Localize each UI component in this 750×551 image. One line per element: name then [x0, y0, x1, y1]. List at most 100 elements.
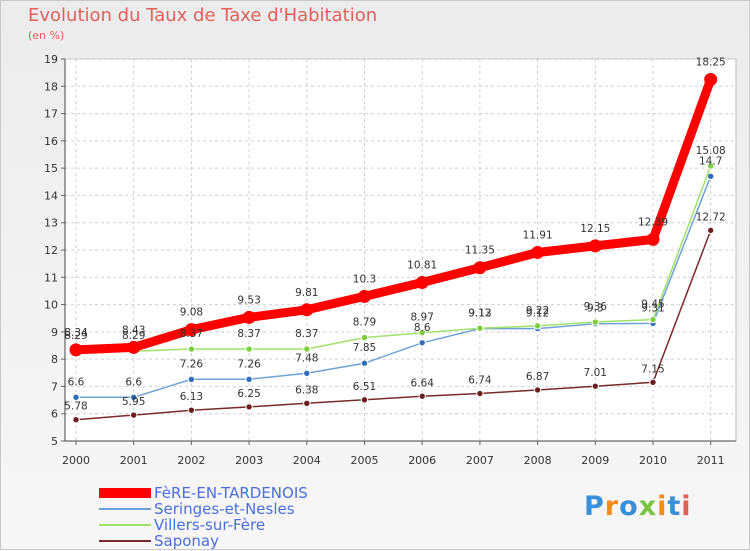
series-line — [71, 75, 716, 355]
x-tick-label: 2006 — [408, 454, 436, 467]
data-point — [187, 345, 196, 353]
data-point — [707, 226, 715, 235]
legend-item: Saponay — [99, 533, 308, 549]
legend-swatch — [99, 540, 151, 542]
series-line — [75, 229, 712, 421]
data-point — [187, 406, 196, 414]
data-point — [360, 333, 369, 342]
x-tick-label: 2007 — [466, 454, 494, 467]
data-label: 9.31 — [641, 302, 664, 314]
data-label: 9.12 — [526, 308, 549, 320]
data-label: 8.34 — [64, 327, 88, 339]
data-label: 8.43 — [122, 324, 145, 336]
y-tick-label: 14 — [44, 189, 58, 202]
data-label: 7.85 — [353, 342, 376, 354]
data-point — [72, 416, 80, 424]
legend-label: Seringes-et-Nesles — [154, 500, 295, 518]
data-label: 6.6 — [125, 376, 142, 388]
data-label: 8.37 — [295, 328, 318, 340]
legend-item: Villers-sur-Fère — [99, 517, 308, 533]
x-tick-label: 2004 — [293, 454, 321, 467]
logo-letter: x — [638, 491, 658, 522]
data-label: 8.29 — [122, 330, 145, 342]
data-label: 6.25 — [237, 388, 260, 400]
data-point — [707, 162, 715, 170]
logo-letter: o — [619, 491, 639, 522]
data-point — [646, 232, 660, 246]
data-label: 7.15 — [641, 363, 664, 375]
data-label: 6.64 — [411, 377, 435, 389]
data-label: 8.37 — [237, 328, 260, 340]
data-point — [72, 393, 80, 402]
data-label: 7.26 — [237, 358, 261, 370]
data-point — [531, 245, 545, 259]
data-point — [245, 375, 253, 384]
y-tick-label: 16 — [44, 135, 58, 148]
x-tick-label: 2005 — [351, 454, 379, 467]
data-label: 9.36 — [584, 301, 608, 313]
data-point — [588, 239, 602, 253]
data-point — [300, 303, 314, 317]
data-label: 6.87 — [526, 371, 549, 383]
y-tick-label: 15 — [44, 162, 58, 175]
data-label: 12.72 — [696, 211, 726, 223]
data-label: 8.97 — [411, 312, 434, 324]
data-point — [130, 393, 138, 402]
data-label: 6.38 — [295, 384, 318, 396]
x-tick-label: 2001 — [120, 454, 148, 467]
chart-title: Evolution du Taux de Taxe d'Habitation — [28, 5, 378, 26]
data-point — [245, 345, 253, 353]
x-tick-label: 2003 — [235, 454, 263, 467]
y-tick-label: 12 — [44, 244, 58, 257]
data-point — [360, 359, 369, 367]
y-tick-label: 11 — [44, 271, 58, 284]
x-tick-label: 2008 — [524, 454, 552, 467]
logo-letter: i — [657, 491, 668, 522]
data-label: 10.3 — [353, 273, 376, 285]
legend-swatch — [99, 524, 151, 526]
data-point — [476, 324, 484, 333]
legend-swatch — [99, 508, 151, 510]
data-label: 8.79 — [353, 317, 376, 329]
chart-subtitle: (en %) — [28, 29, 65, 42]
data-label: 7.26 — [180, 358, 204, 370]
legend-item: Seringes-et-Nesles — [99, 501, 308, 517]
data-label: 6.51 — [353, 381, 376, 393]
y-tick-label: 8 — [51, 353, 58, 366]
data-label: 5.78 — [64, 401, 87, 413]
data-point — [303, 345, 311, 353]
data-point — [704, 72, 718, 86]
data-label: 6.6 — [68, 376, 85, 388]
data-point — [476, 389, 484, 398]
data-point — [69, 343, 83, 357]
data-label: 11.91 — [523, 229, 553, 241]
data-label: 6.74 — [468, 375, 492, 387]
y-tick-label: 19 — [44, 53, 58, 66]
data-label: 9.08 — [180, 307, 203, 319]
data-point — [187, 375, 196, 384]
data-point — [303, 399, 311, 408]
data-label: 6.13 — [180, 391, 203, 403]
y-tick-label: 5 — [51, 435, 58, 448]
proxiti-logo: Proxiti — [584, 491, 692, 522]
legend: FèRE-EN-TARDENOIS Seringes-et-Nesles Vil… — [99, 485, 308, 549]
data-label: 11.35 — [465, 245, 495, 257]
data-point — [591, 382, 599, 390]
y-tick-label: 10 — [44, 299, 58, 312]
x-tick-label: 2009 — [581, 454, 609, 467]
x-tick-label: 2002 — [177, 454, 205, 467]
series-line — [75, 165, 712, 352]
data-point — [418, 392, 426, 400]
data-label: 9.22 — [526, 305, 549, 317]
data-label: 9.53 — [237, 294, 260, 306]
y-tick-label: 18 — [44, 80, 58, 93]
data-label: 14.7 — [699, 155, 722, 167]
data-point — [130, 411, 138, 419]
data-point — [533, 322, 542, 330]
data-point — [358, 289, 371, 303]
data-label: 8.29 — [64, 330, 87, 342]
y-tick-label: 9 — [51, 326, 58, 339]
legend-item: FèRE-EN-TARDENOIS — [99, 485, 308, 501]
